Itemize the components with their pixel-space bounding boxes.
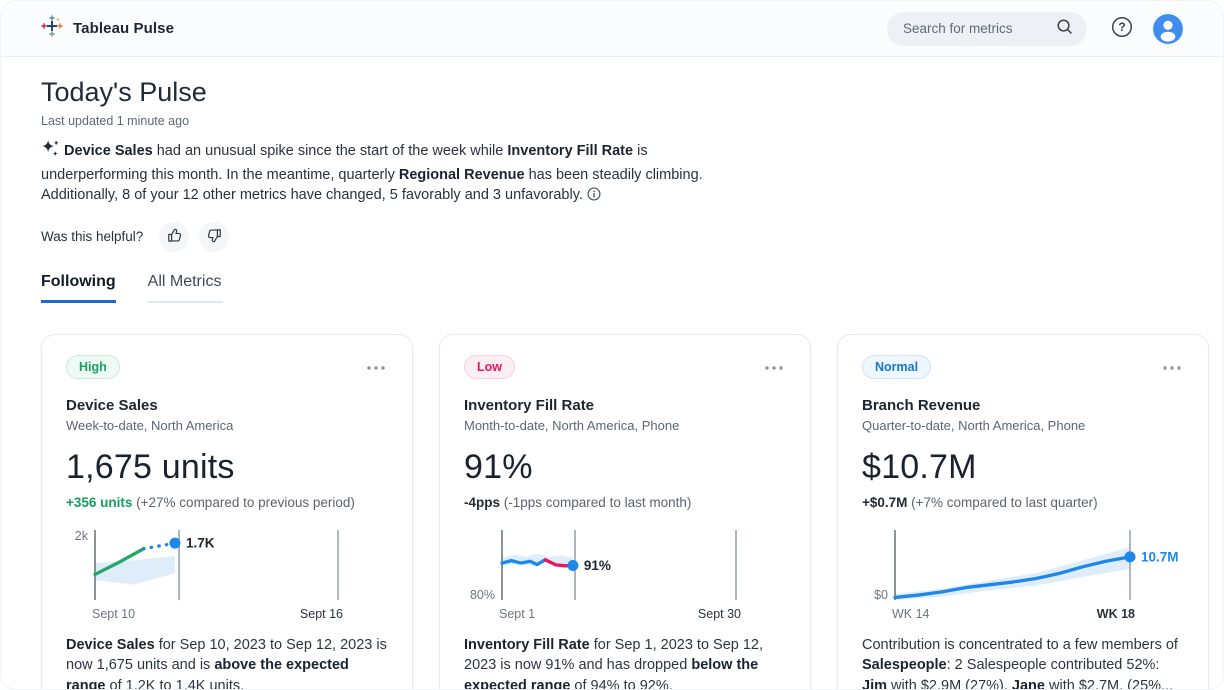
metric-change: -4pps (-1pps compared to last month)	[464, 495, 786, 510]
change-detail: (+27% compared to previous period)	[132, 494, 355, 510]
card-top-row: Normal	[862, 354, 1184, 379]
thumbs-up-button[interactable]	[159, 221, 190, 252]
metric-subtitle: Month-to-date, North America, Phone	[464, 417, 680, 433]
svg-text:80%: 80%	[470, 588, 495, 602]
card-top-row: High	[66, 354, 388, 379]
metric-value: $10.7M	[862, 447, 977, 486]
help-icon: ?	[1111, 16, 1133, 41]
metric-subtitle: Quarter-to-date, North America, Phone	[862, 417, 1086, 433]
metric-change: +$0.7M (+7% compared to last quarter)	[862, 495, 1184, 510]
metric-title: Inventory Fill Rate	[464, 396, 595, 414]
metric-value: 1,675 units	[66, 447, 235, 486]
card-top-row: Low	[464, 354, 786, 379]
metric-card[interactable]: High Device Sales Week-to-date, North Am…	[41, 333, 413, 690]
metric-card[interactable]: Normal Branch Revenue Quarter-to-date, N…	[837, 333, 1209, 690]
svg-text:WK 18: WK 18	[1097, 607, 1135, 621]
metric-title: Device Sales	[66, 396, 158, 414]
more-dots-icon	[764, 359, 784, 374]
thumbs-down-button[interactable]	[199, 221, 230, 252]
svg-text:Sept 1: Sept 1	[499, 607, 535, 621]
tableau-logo-icon	[41, 15, 63, 42]
metric-description: Contribution is concentrated to a few me…	[862, 636, 1178, 690]
metric-cards-row: High Device Sales Week-to-date, North Am…	[41, 333, 1209, 690]
search-placeholder: Search for metrics	[903, 21, 1013, 36]
card-menu-button[interactable]	[364, 355, 388, 378]
change-highlight: +$0.7M	[862, 494, 908, 510]
change-highlight: +356 units	[66, 494, 133, 510]
change-detail: (+7% compared to last quarter)	[907, 494, 1098, 510]
main-content: Today's Pulse Last updated 1 minute ago …	[1, 57, 1223, 690]
top-header: Tableau Pulse Search for metrics ?	[1, 1, 1223, 57]
tab-all-metrics[interactable]: All Metrics	[147, 273, 224, 303]
metric-sparkline-chart: 1.7K 2k Sept 10 Sept 16	[75, 529, 343, 621]
svg-text:2k: 2k	[75, 529, 89, 543]
metrics-tabs: Following All Metrics	[41, 273, 1183, 303]
metric-description: Device Sales for Sep 10, 2023 to Sep 12,…	[66, 636, 387, 690]
app-title: Tableau Pulse	[73, 20, 175, 37]
metric-card[interactable]: Low Inventory Fill Rate Month-to-date, N…	[439, 333, 811, 690]
card-menu-button[interactable]	[762, 355, 786, 378]
page-title: Today's Pulse	[41, 77, 207, 107]
svg-text:Sept 10: Sept 10	[92, 607, 135, 621]
pulse-summary: Device Sales had an unusual spike since …	[41, 139, 717, 209]
change-detail: (-1pps compared to last month)	[500, 494, 692, 510]
card-menu-button[interactable]	[1160, 355, 1184, 378]
thumbs-down-icon	[206, 227, 223, 247]
status-badge: Low	[464, 354, 515, 379]
svg-text:91%: 91%	[584, 558, 611, 573]
ai-sparkle-icon	[41, 139, 60, 165]
status-badge: Normal	[862, 354, 932, 379]
help-button[interactable]: ?	[1111, 16, 1133, 41]
search-input[interactable]: Search for metrics	[887, 11, 1087, 46]
svg-text:Sept 16: Sept 16	[300, 607, 343, 621]
metric-title: Branch Revenue	[862, 396, 981, 414]
status-badge: High	[66, 354, 120, 379]
svg-text:Sept 30: Sept 30	[698, 607, 741, 621]
metric-subtitle: Week-to-date, North America	[66, 417, 234, 433]
info-icon[interactable]	[586, 186, 602, 209]
brand[interactable]: Tableau Pulse	[41, 15, 174, 42]
search-icon	[1055, 17, 1074, 41]
user-avatar[interactable]	[1153, 13, 1183, 44]
summary-text: Device Sales had an unusual spike since …	[41, 143, 703, 203]
tab-following[interactable]: Following	[41, 273, 116, 303]
metric-description: Inventory Fill Rate for Sep 1, 2023 to S…	[464, 636, 764, 690]
more-dots-icon	[1162, 359, 1182, 374]
thumbs-up-icon	[166, 227, 183, 247]
metric-sparkline-chart: 91% 80% Sept 1 Sept 30	[470, 529, 741, 621]
last-updated: Last updated 1 minute ago	[41, 114, 190, 128]
metric-value: 91%	[464, 447, 533, 486]
svg-text:WK 14: WK 14	[892, 607, 930, 621]
svg-text:$0: $0	[874, 588, 888, 602]
feedback-prompt: Was this helpful?	[41, 229, 144, 244]
feedback-row: Was this helpful?	[41, 221, 1183, 252]
svg-text:?: ?	[1118, 20, 1125, 34]
metric-sparkline-chart: 10.7M $0 WK 14 WK 18	[874, 529, 1179, 621]
svg-text:10.7M: 10.7M	[1141, 549, 1179, 564]
svg-text:1.7K: 1.7K	[186, 535, 215, 550]
metric-change: +356 units (+27% compared to previous pe…	[66, 495, 388, 510]
more-dots-icon	[366, 359, 386, 374]
change-highlight: -4pps	[464, 494, 501, 510]
